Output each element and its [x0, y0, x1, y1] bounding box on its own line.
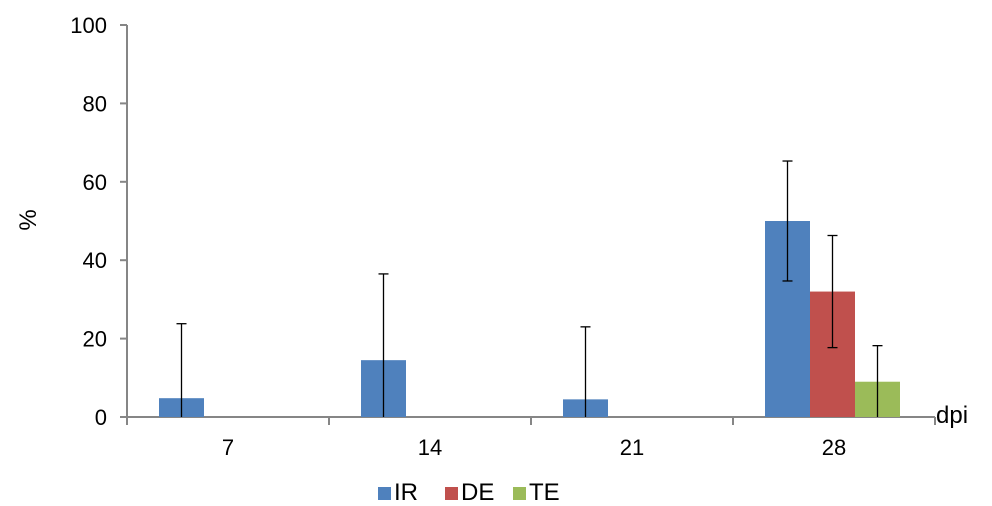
x-axis-title: dpi: [936, 402, 968, 429]
legend-swatch-te: [513, 487, 526, 500]
legend-label-de: DE: [461, 479, 494, 506]
y-tick-label: 40: [83, 248, 107, 273]
x-tick-label: 21: [620, 435, 644, 460]
y-tick-label: 80: [83, 91, 107, 116]
legend-label-ir: IR: [394, 479, 418, 506]
legend-swatch-de: [445, 487, 458, 500]
legend: IR DE TE: [378, 479, 560, 506]
y-tick-label: 20: [83, 327, 107, 352]
y-tick-label: 100: [70, 13, 107, 38]
legend-swatch-ir: [378, 487, 391, 500]
x-tick-label: 7: [222, 435, 234, 460]
plot-area: 0 20 40 60 80 100 7 14 21 28: [70, 13, 936, 460]
y-axis-title: %: [15, 209, 42, 230]
x-tick-label: 14: [418, 435, 442, 460]
y-tick-label: 0: [95, 405, 107, 430]
x-tick-label: 28: [822, 435, 846, 460]
legend-label-te: TE: [529, 479, 560, 506]
y-tick-label: 60: [83, 170, 107, 195]
